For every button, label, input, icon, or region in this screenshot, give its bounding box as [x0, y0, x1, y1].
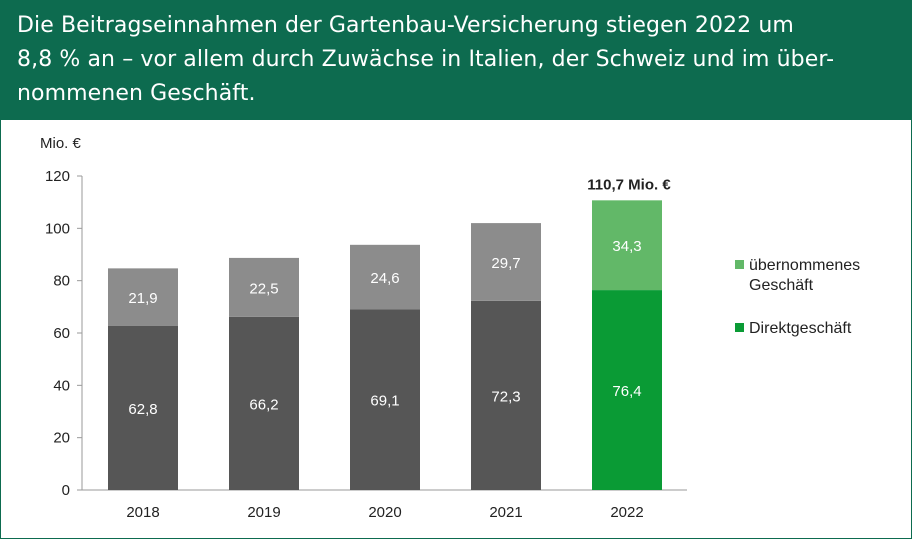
- chart-title: Die Beitragseinnahmen der Gartenbau-Vers…: [17, 9, 897, 111]
- bar-uebernommenes-geschaeft-2021: [471, 223, 541, 301]
- data-label-uebernommenes-geschaeft-2021: 29,7: [491, 255, 520, 272]
- x-tick-label-2022: 2022: [610, 504, 643, 521]
- data-label-uebernommenes-geschaeft-2018: 21,9: [128, 290, 157, 307]
- data-label-direktgeschaeft-2019: 66,2: [249, 396, 278, 413]
- data-label-uebernommenes-geschaeft-2020: 24,6: [370, 270, 399, 287]
- bar-direktgeschaeft-2019: [229, 316, 299, 490]
- total-annotation: 110,7 Mio. €: [587, 176, 671, 193]
- x-tick-label-2018: 2018: [126, 504, 159, 521]
- data-label-direktgeschaeft-2018: 62,8: [128, 401, 157, 418]
- y-tick-label: 0: [62, 482, 70, 499]
- legend-label-uebernommenes-geschaeft: Geschäft: [749, 277, 814, 294]
- y-axis-unit-label: Mio. €: [40, 135, 82, 152]
- title-line-1: Die Beitragseinnahmen der Gartenbau-Vers…: [17, 13, 794, 38]
- bar-direktgeschaeft-2022: [592, 290, 662, 490]
- title-banner: Die Beitragseinnahmen der Gartenbau-Vers…: [0, 0, 912, 120]
- data-label-direktgeschaeft-2021: 72,3: [491, 388, 520, 405]
- bar-uebernommenes-geschaeft-2020: [350, 244, 420, 310]
- title-line-3: nommenen Geschäft.: [17, 81, 256, 106]
- y-tick-label: 20: [53, 430, 70, 447]
- data-label-direktgeschaeft-2020: 69,1: [370, 393, 399, 410]
- bar-direktgeschaeft-2018: [108, 325, 178, 490]
- bar-direktgeschaeft-2020: [350, 309, 420, 490]
- x-tick-label-2020: 2020: [368, 504, 401, 521]
- y-tick-label: 60: [53, 325, 70, 342]
- bar-uebernommenes-geschaeft-2022: [592, 200, 662, 291]
- title-line-2: 8,8 % an – vor allem durch Zuwächse in I…: [17, 47, 835, 72]
- legend-label-uebernommenes-geschaeft: übernommenes: [749, 257, 860, 274]
- y-tick-label: 100: [45, 220, 70, 237]
- x-tick-label-2019: 2019: [247, 504, 280, 521]
- bar-uebernommenes-geschaeft-2018: [108, 268, 178, 326]
- data-label-direktgeschaeft-2022: 76,4: [612, 383, 641, 400]
- bar-uebernommenes-geschaeft-2019: [229, 257, 299, 317]
- y-tick-label: 80: [53, 273, 70, 290]
- bar-direktgeschaeft-2021: [471, 300, 541, 490]
- legend-swatch-direktgeschaeft: [735, 323, 744, 332]
- y-tick-label: 120: [45, 168, 70, 185]
- data-label-uebernommenes-geschaeft-2019: 22,5: [249, 280, 278, 297]
- data-label-uebernommenes-geschaeft-2022: 34,3: [612, 238, 641, 255]
- legend-label-direktgeschaeft: Direktgeschäft: [749, 320, 852, 337]
- y-tick-label: 40: [53, 377, 70, 394]
- x-tick-label-2021: 2021: [489, 504, 522, 521]
- legend-swatch-uebernommenes-geschaeft: [735, 260, 744, 269]
